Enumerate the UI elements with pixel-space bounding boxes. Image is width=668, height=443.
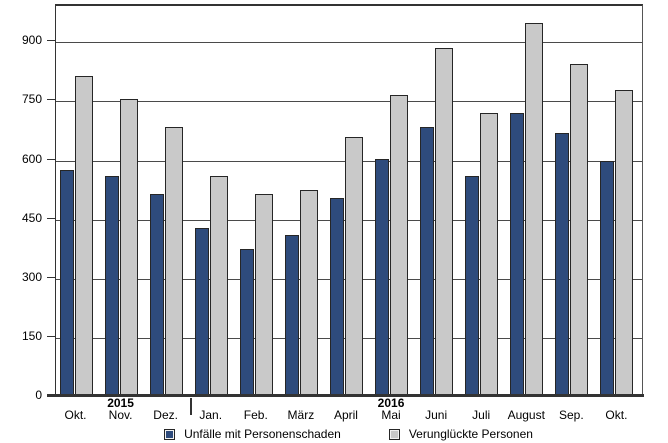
y-tick-mark-600 bbox=[47, 158, 55, 160]
y-tick-label-750: 750 bbox=[21, 92, 42, 107]
y-tick-label-300: 300 bbox=[21, 269, 42, 284]
y-tick-label-150: 150 bbox=[21, 328, 42, 343]
bar-verunglueckte-4 bbox=[254, 194, 273, 397]
bar-verunglueckte-0 bbox=[74, 76, 93, 397]
year-separator bbox=[190, 398, 193, 415]
y-tick-mark-150 bbox=[47, 335, 55, 337]
x-tick-label-3: Jan. bbox=[199, 408, 223, 422]
plot-area bbox=[55, 4, 643, 397]
gridline-750 bbox=[56, 101, 642, 103]
x-axis-line bbox=[47, 394, 644, 397]
legend-swatch-verunglueckte-icon bbox=[388, 428, 400, 440]
x-tick-label-0: Okt. bbox=[64, 408, 87, 422]
bar-unfaelle-7 bbox=[375, 159, 390, 397]
bar-verunglueckte-7 bbox=[390, 95, 409, 397]
bar-unfaelle-8 bbox=[420, 127, 435, 397]
x-tick-label-12: Okt. bbox=[605, 408, 628, 422]
bar-verunglueckte-5 bbox=[299, 190, 318, 397]
bar-verunglueckte-8 bbox=[435, 48, 454, 397]
x-tick-label-9: Juli bbox=[472, 408, 491, 422]
legend-label-unfaelle: Unfälle mit Personenschaden bbox=[184, 427, 341, 441]
y-tick-mark-750 bbox=[47, 99, 55, 101]
gridline-900 bbox=[56, 42, 642, 44]
bar-unfaelle-3 bbox=[194, 228, 209, 397]
x-tick-label-10: August bbox=[507, 408, 545, 422]
bar-verunglueckte-2 bbox=[164, 127, 183, 397]
legend-swatch-unfaelle-icon bbox=[164, 428, 176, 440]
year-label-2016: 2016 bbox=[377, 396, 405, 410]
x-tick-label-8: Juni bbox=[425, 408, 448, 422]
x-tick-label-2: Dez. bbox=[153, 408, 178, 422]
bar-unfaelle-2 bbox=[149, 194, 164, 397]
legend-item-verunglueckte: Verunglückte Personen bbox=[388, 427, 533, 441]
legend-label-verunglueckte: Verunglückte Personen bbox=[408, 427, 533, 441]
bar-verunglueckte-11 bbox=[570, 64, 589, 397]
bar-unfaelle-4 bbox=[239, 249, 254, 397]
y-tick-mark-900 bbox=[47, 40, 55, 42]
bar-unfaelle-12 bbox=[600, 161, 615, 397]
y-tick-label-900: 900 bbox=[21, 33, 42, 48]
x-tick-label-4: Feb. bbox=[243, 408, 268, 422]
bar-unfaelle-6 bbox=[329, 198, 344, 397]
y-tick-mark-300 bbox=[47, 276, 55, 278]
bar-verunglueckte-12 bbox=[615, 90, 634, 397]
bar-unfaelle-10 bbox=[510, 113, 525, 397]
bar-unfaelle-0 bbox=[59, 170, 74, 397]
legend-item-unfaelle: Unfälle mit Personenschaden bbox=[164, 427, 341, 441]
bar-unfaelle-9 bbox=[465, 176, 480, 397]
y-tick-mark-450 bbox=[47, 217, 55, 219]
bar-unfaelle-11 bbox=[555, 133, 570, 397]
legend: Unfälle mit Personenschaden Verunglückte… bbox=[55, 427, 642, 441]
bar-verunglueckte-1 bbox=[119, 99, 138, 397]
y-tick-label-450: 450 bbox=[21, 210, 42, 225]
bar-verunglueckte-9 bbox=[480, 113, 499, 397]
year-label-2015: 2015 bbox=[107, 396, 134, 410]
y-tick-label-0: 0 bbox=[35, 388, 42, 402]
bar-verunglueckte-3 bbox=[209, 176, 228, 397]
bar-verunglueckte-6 bbox=[344, 137, 363, 397]
x-tick-label-11: Sep. bbox=[559, 408, 584, 422]
x-tick-label-6: April bbox=[333, 408, 358, 422]
y-tick-label-600: 600 bbox=[21, 151, 42, 166]
bar-unfaelle-5 bbox=[284, 235, 299, 397]
x-tick-label-7: Mai bbox=[381, 408, 401, 422]
bar-unfaelle-1 bbox=[104, 176, 119, 397]
bar-verunglueckte-10 bbox=[525, 23, 544, 397]
x-tick-label-1: Nov. bbox=[108, 408, 133, 422]
x-tick-label-5: März bbox=[287, 408, 315, 422]
